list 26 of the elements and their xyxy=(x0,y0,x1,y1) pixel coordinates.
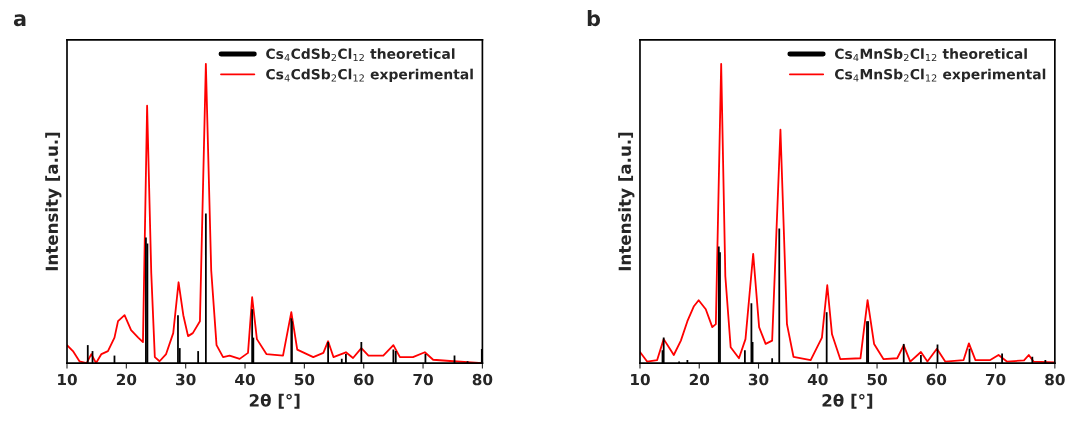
y-axis-title: Intensity [a.u.] xyxy=(45,132,62,271)
x-tick-label: 30 xyxy=(176,373,196,386)
legend-label: Cs$_{4}$CdSb$_{2}$Cl$_{12}$ experimental xyxy=(266,68,473,83)
legend-label: Cs$_{4}$CdSb$_{2}$Cl$_{12}$ theoretical xyxy=(266,48,455,62)
x-tick-label: 70 xyxy=(413,373,433,386)
x-tick-label: 50 xyxy=(867,373,887,386)
x-tick-label: 10 xyxy=(631,373,650,386)
x-tick-label: 60 xyxy=(354,373,374,386)
legend-label: Cs$_{4}$MnSb$_{2}$Cl$_{12}$ theoretical xyxy=(834,48,1027,62)
x-tick-label: 40 xyxy=(235,373,255,386)
legend-label: Cs$_{4}$MnSb$_{2}$Cl$_{12}$ experimental xyxy=(834,68,1046,83)
x-tick-label: 30 xyxy=(748,373,769,386)
x-tick-label: 60 xyxy=(926,373,947,386)
x-tick-label: 80 xyxy=(472,373,493,386)
x-tick-label: 20 xyxy=(116,373,137,386)
chart-title: b xyxy=(587,10,601,27)
x-tick-label: 80 xyxy=(1045,373,1065,386)
y-axis-title: Intensity [a.u.] xyxy=(618,132,635,271)
chart-title: a xyxy=(13,14,26,27)
x-tick-label: 70 xyxy=(985,373,1006,386)
x-tick-label: 40 xyxy=(807,373,828,386)
x-axis-title: 2θ [°] xyxy=(249,393,300,409)
x-tick-label: 20 xyxy=(689,373,710,386)
x-tick-label: 10 xyxy=(58,373,77,386)
x-tick-label: 50 xyxy=(294,373,315,386)
x-axis-title: 2θ [°] xyxy=(822,393,873,409)
